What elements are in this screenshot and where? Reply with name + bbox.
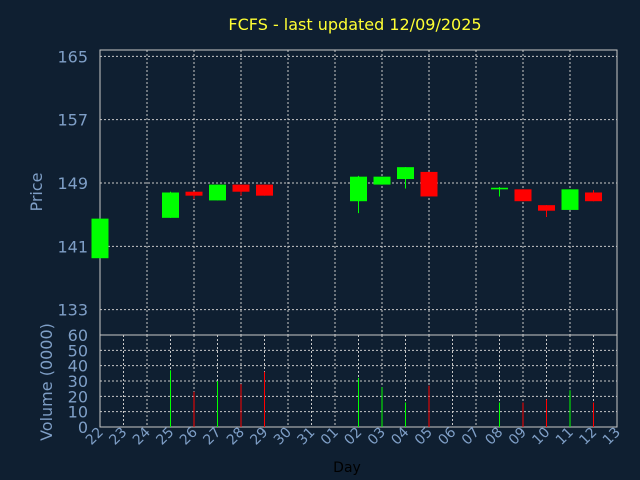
panel-frames bbox=[99, 49, 618, 428]
candle-body bbox=[373, 176, 391, 185]
x-tick-label: 25 bbox=[153, 425, 177, 449]
volume-tick-label: 50 bbox=[68, 341, 88, 360]
price-tick-label: 133 bbox=[57, 301, 88, 320]
volume-axis-label: Volume (0000) bbox=[37, 323, 56, 441]
candle-body bbox=[397, 167, 414, 180]
price-axis-label: Price bbox=[27, 172, 46, 211]
x-tick-label: 30 bbox=[271, 425, 295, 449]
x-tick-label: 26 bbox=[177, 424, 201, 448]
candle-body bbox=[256, 184, 273, 196]
grid-lines bbox=[100, 50, 617, 427]
volume-tick-label: 40 bbox=[68, 357, 88, 376]
candle-body bbox=[350, 176, 367, 202]
price-candles bbox=[91, 167, 602, 259]
x-tick-label: 29 bbox=[247, 425, 271, 449]
x-tick-label: 28 bbox=[224, 425, 248, 449]
volume-tick-label: 30 bbox=[68, 372, 88, 391]
candle-body bbox=[561, 189, 579, 210]
candle-body bbox=[209, 184, 226, 201]
candle-body bbox=[420, 171, 438, 197]
x-tick-label: 06 bbox=[435, 424, 459, 448]
chart-title: FCFS - last updated 12/09/2025 bbox=[228, 15, 481, 34]
volume-tick-label: 0 bbox=[78, 418, 88, 437]
x-tick-label: 12 bbox=[576, 425, 600, 449]
price-tick-label: 141 bbox=[57, 237, 88, 256]
x-tick-label: 03 bbox=[365, 425, 389, 449]
x-tick-label: 01 bbox=[318, 425, 342, 449]
x-tick-label: 08 bbox=[482, 425, 506, 449]
volume-tick-label: 10 bbox=[68, 403, 88, 422]
candle-body bbox=[491, 187, 508, 190]
x-tick-label: 10 bbox=[529, 425, 553, 449]
candle-body bbox=[538, 205, 555, 211]
x-tick-label: 05 bbox=[412, 425, 436, 449]
x-tick-label: 09 bbox=[506, 425, 530, 449]
x-tick-label: 13 bbox=[600, 425, 624, 449]
volume-tick-label: 60 bbox=[68, 326, 88, 345]
price-tick-label: 149 bbox=[57, 174, 88, 193]
x-tick-label: 11 bbox=[553, 425, 577, 449]
candle-body bbox=[185, 191, 203, 196]
candle-body bbox=[585, 192, 602, 202]
x-tick-label: 27 bbox=[200, 425, 224, 449]
candle-body bbox=[232, 184, 250, 192]
x-tick-label: 24 bbox=[130, 424, 154, 448]
x-tick-label: 04 bbox=[388, 424, 412, 448]
volume-tick-label: 20 bbox=[68, 387, 88, 406]
price-tick-label: 157 bbox=[57, 111, 88, 130]
x-tick-label: 23 bbox=[106, 425, 130, 449]
candle-body bbox=[162, 192, 179, 218]
x-tick-label: 07 bbox=[459, 425, 483, 449]
candle-body bbox=[91, 218, 109, 259]
candle-body bbox=[514, 189, 532, 202]
volume-bars bbox=[170, 370, 594, 427]
x-tick-label: 02 bbox=[341, 425, 365, 449]
x-tick-label: 31 bbox=[294, 425, 318, 449]
x-axis-label: Day bbox=[333, 460, 361, 476]
price-tick-label: 165 bbox=[57, 47, 88, 66]
